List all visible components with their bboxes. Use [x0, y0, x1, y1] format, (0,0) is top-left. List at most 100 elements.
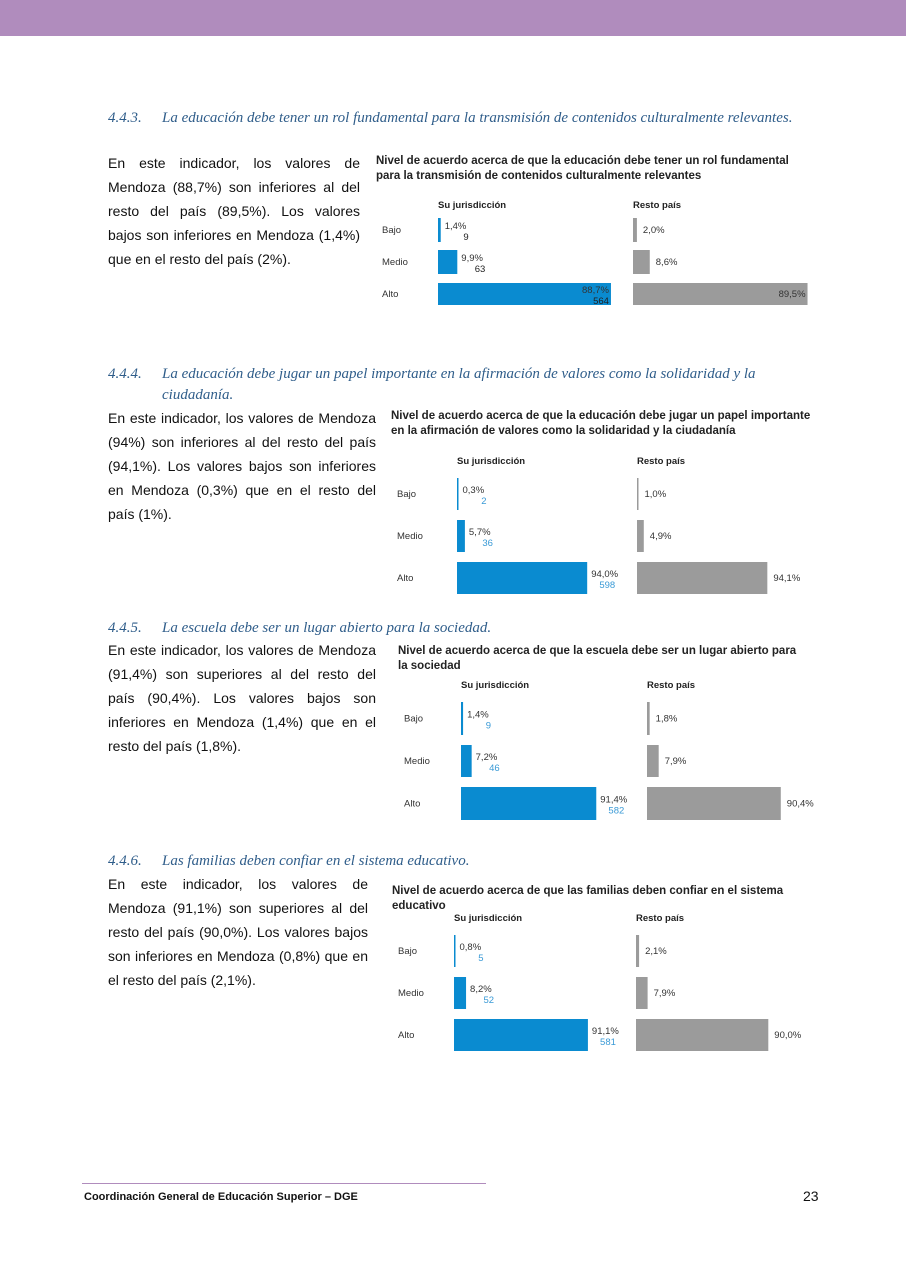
section-title: Las familias deben confiar en el sistema… [162, 853, 470, 869]
bar-resto-bajo [636, 935, 640, 967]
bar-jurisdiccion-alto [461, 787, 597, 820]
section-number: 4.4.6. [108, 853, 142, 869]
chart-title: Nivel de acuerdo acerca de que la educac… [376, 155, 789, 182]
series-header: Su jurisdicción [461, 680, 529, 691]
value-label: 94,1% [773, 573, 800, 584]
value-label: 0,8% [460, 942, 482, 953]
count-label: 9 [486, 721, 491, 732]
bar-jurisdiccion-alto [454, 1019, 588, 1051]
footer-text: Coordinación General de Educación Superi… [84, 1191, 358, 1203]
bar-resto-medio [636, 977, 648, 1009]
count-label: 582 [608, 806, 624, 817]
section-title: La educación debe jugar un papel importa… [162, 366, 756, 403]
bar-jurisdiccion-bajo [457, 478, 459, 510]
bar-jurisdiccion-bajo [438, 218, 441, 242]
value-label: 1,4% [467, 710, 489, 721]
chart-2: Nivel de acuerdo acerca de que la educac… [391, 409, 831, 599]
value-label: 2,1% [645, 946, 667, 957]
value-label: 1,4% [445, 221, 467, 232]
count-label: 598 [599, 580, 615, 591]
chart-title: Nivel de acuerdo acerca de que la escuel… [398, 645, 797, 672]
section-number: 4.4.3. [108, 110, 142, 126]
value-label: 8,2% [470, 984, 492, 995]
category-label: Alto [397, 573, 413, 584]
category-label: Medio [404, 756, 430, 767]
chart-title: Nivel de acuerdo acerca de que las famil… [392, 885, 784, 912]
section-paragraph: En este indicador, los valores de Mendoz… [108, 155, 360, 267]
category-label: Bajo [382, 225, 401, 236]
chart-svg: Su jurisdicción Resto país Bajo 0,8%5 2,1% Me… [398, 913, 802, 1051]
category-label: Bajo [397, 489, 416, 500]
section-title: La escuela debe ser un lugar abierto par… [162, 620, 492, 636]
value-label: 0,3% [463, 485, 485, 496]
count-label: 564 [593, 296, 609, 307]
section-paragraph: En este indicador, los valores de Mendoz… [108, 410, 376, 522]
count-label: 46 [489, 763, 500, 774]
value-label: 5,7% [469, 527, 491, 538]
chart-1: Nivel de acuerdo acerca de que la educac… [376, 154, 816, 314]
category-label: Medio [398, 988, 424, 999]
value-label: 9,9% [461, 253, 483, 264]
bar-resto-bajo [637, 478, 639, 510]
section-heading: 4.4.5. La escuela debe ser un lugar abier… [108, 618, 828, 639]
bar-jurisdiccion-alto [457, 562, 588, 594]
page-number: 23 [803, 1188, 819, 1204]
footer-divider [82, 1183, 486, 1184]
section-heading: 4.4.6. Las familias deben confiar en el s… [108, 851, 828, 872]
value-label: 88,7% [582, 285, 609, 296]
value-label: 4,9% [650, 531, 672, 542]
bar-jurisdiccion-medio [454, 977, 467, 1009]
section-heading: 4.4.3. La educación debe tener un rol fun… [108, 108, 823, 129]
category-label: Alto [398, 1030, 414, 1041]
series-header: Resto país [647, 680, 695, 691]
chart-svg: Su jurisdicción Resto país Bajo 1,4%9 2,0% Me… [382, 200, 808, 307]
section-heading: 4.4.4. La educación debe jugar un papel i… [108, 364, 828, 406]
bar-jurisdiccion-medio [461, 745, 472, 777]
bar-resto-alto [647, 787, 781, 820]
count-label: 5 [478, 953, 483, 964]
chart-3: Nivel de acuerdo acerca de que la escuel… [398, 644, 828, 824]
section-title: La educación debe tener un rol fundament… [162, 110, 793, 126]
header-bar [0, 0, 906, 36]
bar-jurisdiccion-bajo [454, 935, 456, 967]
section-number: 4.4.4. [108, 366, 142, 382]
value-label: 91,4% [600, 795, 627, 806]
value-label: 1,8% [656, 714, 678, 725]
series-header: Su jurisdicción [457, 456, 525, 467]
chart-svg: Su jurisdicción Resto país Bajo 1,4%9 1,8% Me… [404, 680, 814, 820]
value-label: 8,6% [656, 257, 678, 268]
series-header: Resto país [637, 456, 685, 467]
series-header: Su jurisdicción [438, 200, 506, 211]
category-label: Alto [382, 289, 398, 300]
chart-4: Nivel de acuerdo acerca de que las famil… [392, 884, 822, 1059]
chart-title: Nivel de acuerdo acerca de que la educac… [391, 410, 811, 437]
series-header: Resto país [633, 200, 681, 211]
bar-resto-medio [637, 520, 644, 552]
category-label: Medio [382, 257, 408, 268]
bar-jurisdiccion-medio [457, 520, 465, 552]
count-label: 52 [483, 995, 494, 1006]
series-header: Su jurisdicción [454, 913, 522, 924]
value-label: 2,0% [643, 225, 665, 236]
value-label: 90,4% [787, 799, 814, 810]
category-label: Alto [404, 799, 420, 810]
value-label: 1,0% [645, 489, 667, 500]
value-label: 90,0% [774, 1030, 801, 1041]
count-label: 9 [463, 232, 468, 243]
chart-svg: Su jurisdicción Resto país Bajo 0,3%2 1,0% Me… [397, 456, 801, 594]
bar-resto-medio [633, 250, 650, 274]
bar-resto-bajo [633, 218, 637, 242]
bar-resto-bajo [647, 702, 650, 735]
category-label: Medio [397, 531, 423, 542]
count-label: 63 [475, 264, 486, 275]
series-header: Resto país [636, 913, 684, 924]
count-label: 581 [600, 1037, 616, 1048]
bar-resto-alto [636, 1019, 769, 1051]
category-label: Bajo [404, 714, 423, 725]
value-label: 94,0% [591, 569, 618, 580]
value-label: 7,9% [654, 988, 676, 999]
count-label: 2 [481, 496, 486, 507]
bar-jurisdiccion-alto [438, 283, 611, 305]
value-label: 89,5% [779, 289, 806, 300]
bar-resto-alto [637, 562, 768, 594]
